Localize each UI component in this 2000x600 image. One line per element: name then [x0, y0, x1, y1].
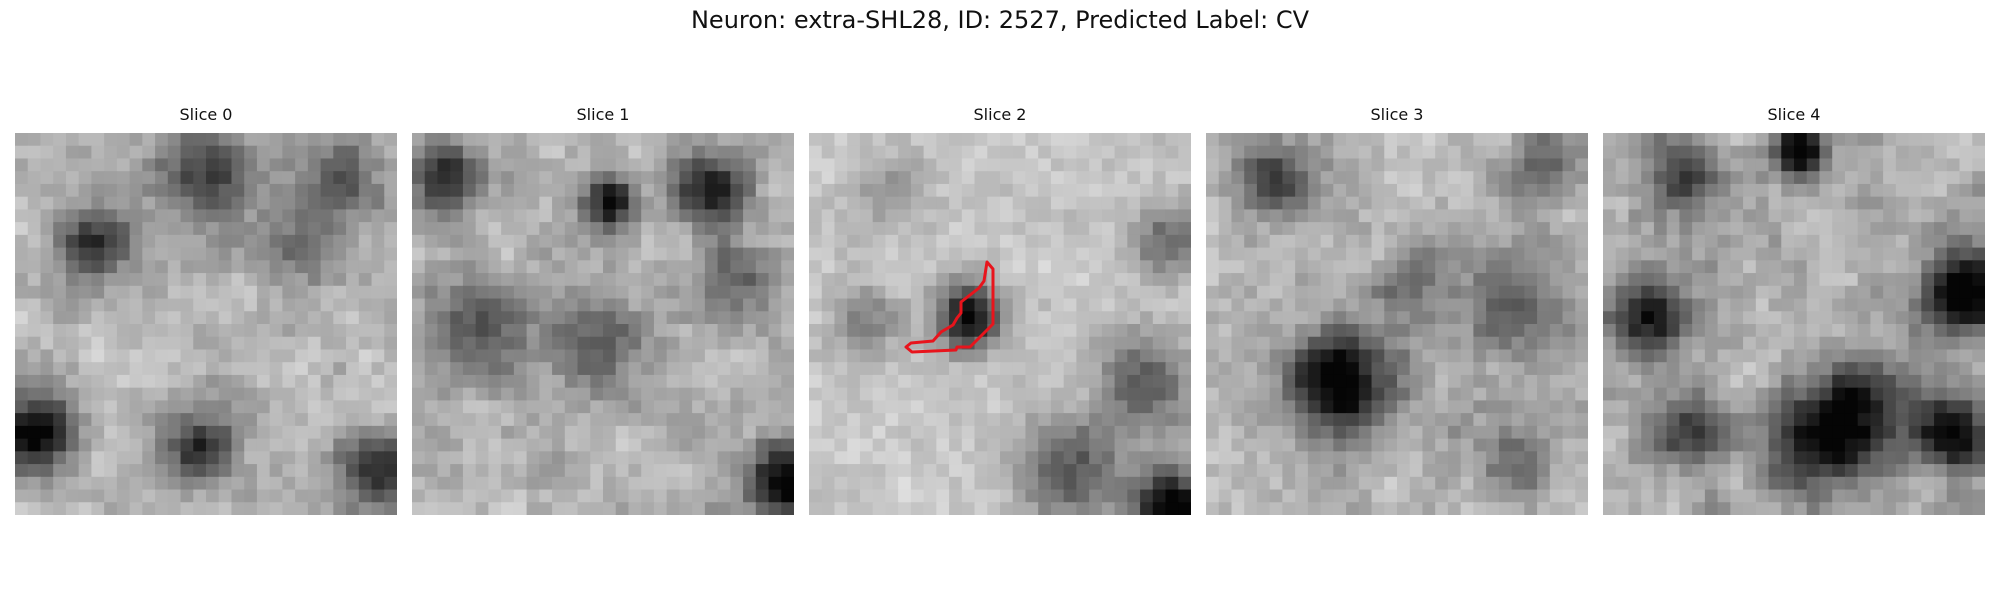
roi-outline: [904, 260, 995, 354]
slice-image: [1603, 133, 1985, 515]
slice-title: Slice 0: [179, 105, 233, 124]
slice-title: Slice 2: [973, 105, 1027, 124]
slice-title: Slice 1: [576, 105, 630, 124]
slice-image: [809, 133, 1191, 515]
slice-image: [15, 133, 397, 515]
slice-title: Slice 3: [1370, 105, 1424, 124]
page-title: Neuron: extra-SHL28, ID: 2527, Predicted…: [690, 6, 1310, 34]
slice-title: Slice 4: [1767, 105, 1821, 124]
slice-image: [1206, 133, 1588, 515]
slice-image: [412, 133, 794, 515]
